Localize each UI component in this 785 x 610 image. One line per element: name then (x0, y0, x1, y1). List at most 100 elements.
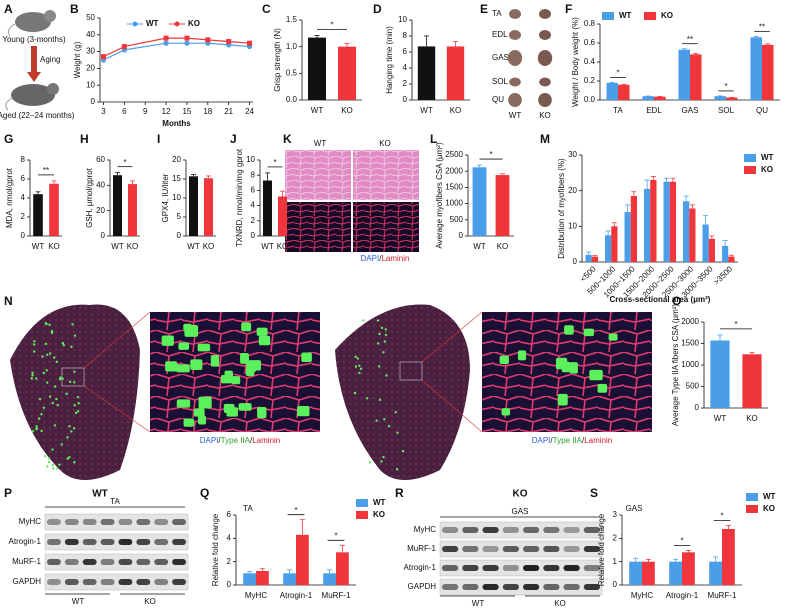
x-tick-label: WT (420, 106, 433, 115)
panel-letter: F (565, 2, 572, 16)
legend-marker (132, 21, 138, 27)
fiber-dot (66, 457, 69, 460)
bar (189, 176, 198, 236)
x-tick-label: EDL (646, 106, 662, 115)
zoom-line (83, 311, 483, 433)
bar (714, 96, 726, 100)
stain: DAPI (200, 436, 219, 445)
fiber-dot (70, 430, 73, 433)
x-tick-label: WT (111, 242, 124, 251)
fiber-dot (35, 425, 38, 428)
chart: D 0 2 4 6 8 10 Hanging time (min) WT KO (373, 2, 470, 115)
fiber-dot (44, 342, 48, 346)
band (563, 527, 580, 533)
fiber-dot (76, 410, 80, 413)
y-tick-label: 2 (613, 533, 618, 542)
y-tick-label: 1.5 (286, 15, 298, 24)
bar (642, 561, 655, 585)
x-tick-label: WT (187, 242, 200, 251)
fiber-dot (46, 353, 49, 356)
fiber-dot (33, 343, 36, 346)
arrow-head (27, 72, 41, 82)
fiber-dot (48, 395, 52, 398)
x-tick-label: KO (48, 242, 60, 251)
bar (742, 354, 762, 408)
x-tick-label: SOL (718, 106, 735, 115)
y-tick-label: 0 (251, 231, 256, 240)
y-tick-label: 2 (403, 79, 408, 88)
band (118, 519, 133, 525)
x-tick-label: MuRF-1 (322, 591, 351, 600)
y-axis-label: Average myofibers CSA (μm²) (435, 142, 444, 249)
band (482, 565, 499, 571)
significance-label: * (123, 158, 126, 167)
blot-strip (439, 521, 603, 539)
band (47, 519, 61, 525)
fiber (597, 383, 608, 393)
fiber-dot (68, 424, 71, 428)
fiber-dot (74, 411, 78, 415)
bar (446, 46, 465, 100)
fiber-dot (47, 460, 51, 464)
fiber (190, 359, 203, 371)
muscle (508, 93, 522, 107)
band (462, 527, 479, 533)
he-image (353, 150, 419, 200)
x-tick-label: Atrogin-1 (666, 591, 699, 600)
muscle (509, 30, 521, 40)
fiber-dot (48, 323, 51, 326)
fiber-dot (384, 328, 387, 331)
x-tick-label: 6 (122, 107, 127, 116)
label: Young (3-months) (2, 35, 66, 44)
bar (308, 37, 326, 100)
y-axis-label: TXNRD, nmol/min/mg gprot (235, 148, 244, 247)
y-tick-label: 20 (86, 64, 95, 73)
fiber-dot (380, 460, 383, 463)
muscle (539, 77, 551, 87)
bar (750, 37, 762, 100)
bar (690, 54, 702, 100)
x-tick-label: 18 (203, 107, 212, 116)
muscle (538, 93, 552, 107)
bar (128, 184, 137, 236)
legend-label: WT (373, 498, 386, 507)
fiber-dot (378, 332, 381, 336)
y-tick-label: 4 (403, 63, 408, 72)
legend-marker (174, 21, 180, 27)
bar (585, 254, 592, 262)
significance-label: * (724, 82, 727, 91)
protein-label: MuRF-1 (12, 557, 41, 566)
group-label: KO (144, 597, 156, 606)
bar (629, 561, 642, 585)
band (154, 539, 169, 545)
fiber-dot (368, 461, 372, 464)
fiber-dot (72, 427, 76, 430)
panel-letter: A (4, 2, 13, 16)
protein-label: GAPDH (13, 577, 42, 586)
fiber-dot (73, 370, 76, 373)
panel-letter: L (430, 132, 437, 146)
fiber-dot (358, 364, 361, 367)
band (563, 546, 580, 552)
stain-label: DAPI/Laminin (361, 254, 410, 263)
y-axis-label: Average Type IIA fibers CSA (μm²) (671, 304, 680, 426)
band (136, 539, 151, 545)
fiber-dot (65, 392, 68, 396)
fiber-dot (376, 342, 380, 345)
fiber-dot (385, 374, 388, 377)
y-tick-label: 0 (101, 231, 106, 240)
panel-letter: O (672, 294, 681, 308)
chart: S 0 1 2 3 Relative fold change GAS WT KO MyHC Atro… (590, 486, 776, 600)
y-tick-label: 30 (86, 47, 95, 56)
band (502, 565, 519, 571)
significance-label: * (273, 158, 276, 167)
y-tick-label: 4 (227, 533, 232, 542)
y-tick-label: 0 (695, 403, 700, 412)
panel-letter: H (80, 132, 89, 146)
fiber (183, 323, 192, 331)
marker (163, 40, 169, 46)
y-axis-label: Weight / Body weight (%) (571, 17, 580, 107)
bar (417, 46, 436, 100)
fiber-dot (71, 323, 74, 326)
